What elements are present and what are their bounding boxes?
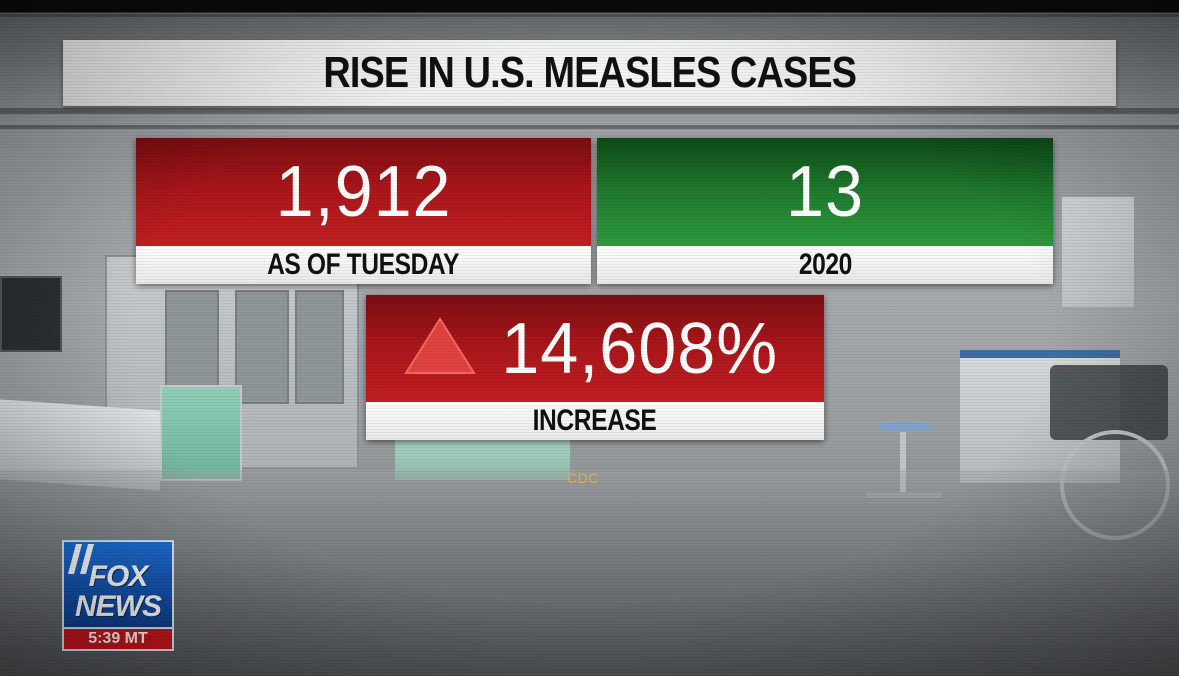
stat-current-box: 1,912 AS OF TUESDAY [136, 138, 591, 284]
logo-fox-text: FOX [88, 560, 149, 593]
stat-change-label: INCREASE [533, 404, 657, 437]
stat-change-box: 14,608% INCREASE [366, 295, 824, 440]
logo-time: 5:39 MT [62, 629, 174, 651]
stat-previous-value: 13 [786, 152, 864, 232]
headline-banner: RISE IN U.S. MEASLES CASES [63, 40, 1116, 106]
up-triangle-icon [404, 317, 477, 380]
stat-current-value: 1,912 [275, 152, 452, 232]
floor [0, 470, 1179, 676]
wall-monitor [0, 276, 62, 352]
stat-previous-label: 2020 [798, 248, 852, 281]
wheelchair [1050, 365, 1168, 440]
stat-current-label: AS OF TUESDAY [267, 248, 460, 281]
fox-news-logo: FOX NEWS 5:39 MT [62, 540, 174, 651]
stat-previous-box: 13 2020 [597, 138, 1053, 284]
logo-slash-mark [68, 544, 94, 574]
stat-change-value: 14,608% [501, 308, 779, 389]
headline-text: RISE IN U.S. MEASLES CASES [323, 48, 857, 97]
source-credit: CDC [567, 470, 599, 486]
logo-news-text: NEWS [75, 590, 162, 623]
stool [876, 422, 932, 432]
